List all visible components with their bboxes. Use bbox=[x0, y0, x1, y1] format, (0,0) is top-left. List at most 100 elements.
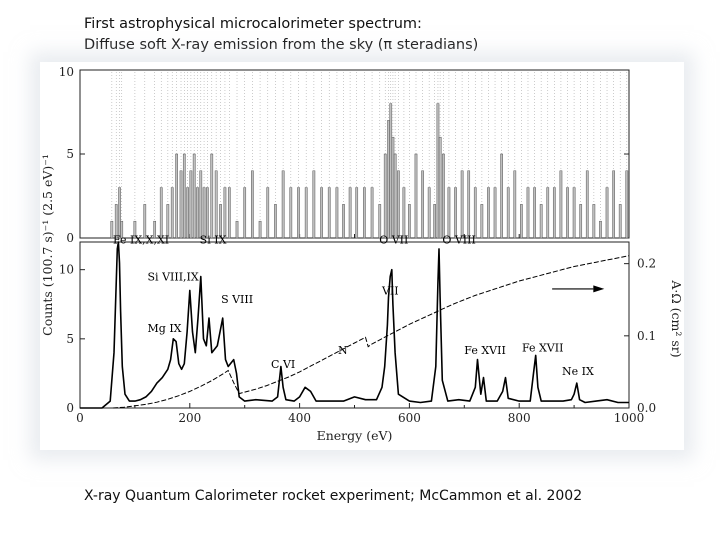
bottom-ytick-label: 0 bbox=[66, 401, 74, 415]
top-bar bbox=[473, 187, 477, 239]
top-bar bbox=[546, 187, 550, 239]
top-bar bbox=[289, 187, 293, 239]
top-bar bbox=[402, 187, 406, 239]
top-bar bbox=[320, 187, 323, 239]
bottom-xtick-label: 0 bbox=[76, 411, 84, 425]
bottom-ytick-label: 10 bbox=[59, 263, 74, 277]
line-annotations: Fe IX,X,XI Si IX O VII O VIII Si VIII,IX S VI… bbox=[113, 233, 594, 377]
top-bar bbox=[421, 170, 424, 239]
aperture-curve bbox=[112, 255, 630, 409]
top-bar bbox=[182, 153, 186, 239]
top-panel-bars bbox=[110, 72, 629, 239]
top-bar bbox=[612, 170, 615, 239]
bottom-xtick-label: 400 bbox=[288, 411, 311, 425]
line-annotation: O VII bbox=[379, 233, 408, 246]
top-bar bbox=[393, 153, 397, 239]
top-bar bbox=[274, 204, 277, 239]
top-bar bbox=[251, 170, 254, 239]
top-bar bbox=[506, 187, 510, 239]
line-annotation: Si VIII,IX bbox=[148, 271, 199, 284]
line-annotation: Fe XVII bbox=[464, 344, 506, 357]
top-bar bbox=[387, 120, 390, 239]
y-axis-title: Counts (100.7 s)⁻¹ (2.5 eV)⁻¹ bbox=[40, 154, 55, 336]
top-bar bbox=[199, 170, 203, 239]
top-bar bbox=[427, 187, 431, 239]
top-bar bbox=[572, 187, 576, 239]
top-bar bbox=[210, 153, 214, 239]
top-bar bbox=[397, 170, 400, 239]
top-bar bbox=[436, 103, 440, 239]
top-bar bbox=[297, 187, 300, 239]
bottom-ytick-label: 5 bbox=[66, 332, 74, 346]
top-bar bbox=[454, 187, 457, 239]
line-annotation: Si IX bbox=[200, 233, 227, 246]
top-bar bbox=[196, 187, 199, 239]
line-annotation: C VI bbox=[271, 358, 295, 371]
slide-title: First astrophysical microcalorimeter spe… bbox=[84, 14, 478, 56]
top-bar bbox=[202, 187, 206, 239]
top-bar bbox=[118, 187, 121, 239]
top-bar bbox=[618, 204, 622, 239]
top-bar bbox=[467, 170, 471, 239]
top-bar bbox=[539, 204, 543, 239]
top-bar bbox=[408, 204, 411, 239]
right-ytick-label: 0.0 bbox=[637, 401, 656, 415]
top-bar bbox=[370, 187, 374, 239]
top-bar bbox=[281, 170, 285, 239]
top-bar bbox=[625, 170, 629, 239]
line-annotation: Fe XVII bbox=[522, 341, 564, 354]
top-bar bbox=[189, 170, 193, 239]
top-bar bbox=[438, 136, 442, 239]
top-bar bbox=[391, 136, 395, 239]
line-annotation: O VIII bbox=[442, 233, 476, 246]
right-axis-title: A·Ω (cm² sr) bbox=[669, 279, 684, 357]
line-annotation: Ne IX bbox=[562, 365, 594, 378]
top-bar bbox=[355, 187, 359, 239]
top-bar bbox=[447, 187, 451, 239]
line-annotation: Fe IX,X,XI bbox=[113, 233, 169, 246]
top-bar bbox=[487, 187, 490, 239]
top-bar bbox=[585, 170, 589, 239]
top-bar bbox=[219, 204, 222, 239]
line-annotation: VII bbox=[381, 285, 399, 298]
bottom-xtick-label: 800 bbox=[508, 411, 531, 425]
top-bar bbox=[186, 187, 189, 239]
top-bar bbox=[335, 187, 339, 239]
top-bar bbox=[153, 220, 157, 239]
top-bar bbox=[599, 220, 602, 239]
top-bar bbox=[480, 204, 484, 239]
top-bar bbox=[143, 204, 147, 239]
bottom-xtick-label: 1000 bbox=[614, 411, 645, 425]
line-annotation: S VIII bbox=[221, 293, 253, 306]
top-bar bbox=[133, 220, 137, 239]
top-bar bbox=[592, 204, 596, 239]
top-bar bbox=[266, 187, 270, 239]
top-bar bbox=[442, 153, 445, 239]
x-axis-title: Energy (eV) bbox=[317, 428, 393, 443]
top-bar bbox=[552, 187, 556, 239]
top-bar bbox=[327, 187, 331, 239]
top-bar bbox=[243, 187, 247, 239]
top-bar bbox=[170, 187, 174, 239]
bottom-xtick-label: 200 bbox=[178, 411, 201, 425]
spectrum-figure: 0 5 10 0 5 10 0.0 0.1 0.2 0 200 400 600 800 1000 Ener… bbox=[40, 62, 684, 450]
top-bar bbox=[114, 204, 118, 239]
top-bar bbox=[533, 187, 536, 239]
top-bar bbox=[206, 187, 209, 239]
top-ytick-label: 0 bbox=[66, 231, 74, 245]
top-bar bbox=[378, 204, 382, 239]
top-bar bbox=[214, 170, 218, 239]
right-ytick-label: 0.2 bbox=[637, 257, 656, 271]
spectrum-chart: 0 5 10 0 5 10 0.0 0.1 0.2 0 200 400 600 800 1000 Ener… bbox=[40, 65, 684, 443]
top-ytick-label: 5 bbox=[66, 147, 74, 161]
top-bar bbox=[159, 187, 163, 239]
top-ytick-label: 10 bbox=[59, 65, 74, 79]
aperture-arrow bbox=[552, 285, 605, 293]
top-bar bbox=[500, 153, 503, 239]
top-bar bbox=[192, 153, 196, 239]
top-bar bbox=[579, 204, 583, 239]
slide-caption: X-ray Quantum Calorimeter rocket experim… bbox=[84, 488, 583, 504]
top-bar bbox=[389, 103, 393, 239]
top-bar bbox=[383, 153, 387, 239]
line-annotation: Mg IX bbox=[148, 322, 182, 335]
